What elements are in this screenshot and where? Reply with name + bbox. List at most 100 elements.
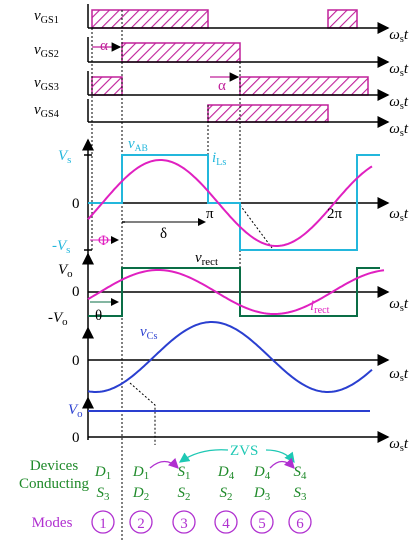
irect-label-sub: rect: [314, 305, 329, 316]
curve: [149, 457, 179, 469]
gate-pulse: [91, 76, 123, 96]
mode-circle: [129, 510, 153, 534]
device-label: S2: [220, 485, 233, 503]
device-label-base: S: [220, 485, 228, 501]
vs-label-sub: s: [67, 154, 71, 166]
zero-label-text: 0: [72, 430, 80, 446]
curve: [87, 321, 373, 393]
signal-label-sub: GS2: [41, 49, 59, 60]
gate-pulse: [91, 9, 209, 29]
signal-label-base: v: [34, 75, 41, 91]
mode-label-text: 3: [180, 516, 188, 532]
time-axis-label: ωst: [389, 436, 409, 454]
vcs-label-base: v: [140, 324, 147, 340]
curve: [269, 457, 295, 469]
vo-label-sub: o: [67, 268, 73, 280]
device-label-base: S: [178, 464, 186, 480]
time-axis-label-tail: t: [404, 94, 409, 110]
device-label-base: D: [253, 464, 265, 480]
device-label-sub: 4: [301, 470, 307, 482]
time-axis-label-base: ω: [389, 121, 400, 137]
device-label-sub: 2: [144, 491, 149, 503]
pi-label: π: [206, 206, 214, 222]
curve: [87, 159, 373, 247]
signal-label-sub: GS1: [41, 15, 59, 26]
alpha-label: α: [100, 38, 108, 54]
time-axis-label-base: ω: [389, 94, 400, 110]
ils-label: iLs: [212, 150, 226, 168]
signal-label-base: v: [34, 8, 41, 24]
vrect-label-sub: rect: [202, 256, 218, 268]
neg-vo-label: -Vo: [48, 310, 68, 328]
mode-label: 2: [137, 516, 145, 532]
signal-label-base: v: [34, 102, 41, 118]
neg-vo-label-sub: o: [62, 316, 68, 328]
signal-label: vGS4: [34, 102, 59, 120]
time-axis-label: ωst: [389, 296, 409, 314]
mode-circle: [214, 510, 238, 534]
mode-label: 4: [222, 516, 230, 532]
mode-label-text: 4: [222, 516, 230, 532]
time-axis-label-base: ω: [389, 366, 400, 382]
vo-label-base: V: [58, 262, 69, 278]
mode-label-text: 5: [258, 516, 266, 532]
device-label-base: D: [217, 464, 229, 480]
curve: [88, 154, 380, 251]
vo-label-base: V: [68, 402, 79, 418]
irect-label: irect: [310, 298, 330, 316]
zero-label: 0: [72, 196, 80, 212]
curve: [88, 267, 380, 317]
neg-vo-label-base: -V: [48, 310, 64, 326]
vo-label-sub: o: [77, 408, 83, 420]
zvs-label-text: ZVS: [230, 443, 258, 459]
device-label: D2: [132, 485, 149, 503]
device-label-base: S: [294, 485, 302, 501]
vrect-label-base: v: [195, 250, 202, 266]
signal-label: vGS3: [34, 75, 59, 93]
time-axis-label: ωst: [389, 94, 409, 112]
device-label-base: S: [178, 485, 186, 501]
mode-label: 1: [99, 516, 107, 532]
irect-label-base: i: [310, 298, 314, 314]
device-label-base: S: [294, 464, 302, 480]
device-label-sub: 3: [104, 491, 110, 503]
signal-label: vGS2: [34, 42, 59, 60]
alpha-label: α: [218, 78, 226, 94]
time-axis-label-sub: s: [400, 213, 404, 224]
device-label-sub: 1: [106, 470, 111, 482]
signal-label: vGS1: [34, 8, 59, 26]
signal-label-base: v: [34, 42, 41, 58]
zvs-label: ZVS: [230, 443, 258, 459]
zero-label-text: 0: [72, 196, 80, 212]
time-axis-label-sub: s: [400, 373, 404, 384]
time-axis-label-tail: t: [404, 366, 409, 382]
gate-pulse: [239, 76, 369, 96]
devices-label: Conducting: [19, 476, 89, 492]
device-label: D4: [253, 464, 271, 482]
ils-label-base: i: [212, 150, 216, 166]
curve: [239, 204, 273, 249]
neg-vs-label-sub: s: [66, 244, 70, 256]
device-label-base: D: [132, 464, 144, 480]
time-axis-label-base: ω: [389, 61, 400, 77]
two-pi-label-text: 2π: [327, 206, 343, 222]
delta-label: δ: [160, 226, 167, 242]
alpha-label-text: α: [100, 38, 108, 54]
vs-label-base: V: [58, 148, 69, 164]
device-label: D1: [94, 464, 111, 482]
time-axis-label-tail: t: [404, 61, 409, 77]
zero-label: 0: [72, 430, 80, 446]
gate-pulse: [121, 42, 241, 63]
time-axis-label-base: ω: [389, 27, 400, 43]
device-label: S2: [178, 485, 191, 503]
vcs-label: vCs: [140, 324, 157, 342]
devices-label-text: Conducting: [19, 476, 89, 492]
vab-label-base: v: [128, 136, 135, 152]
curve: [129, 382, 156, 445]
device-label-sub: 4: [229, 470, 235, 482]
time-axis-label-base: ω: [389, 296, 400, 312]
signal-label-sub: GS4: [41, 109, 59, 120]
device-label-sub: 3: [301, 491, 307, 503]
mode-circle: [288, 510, 312, 534]
